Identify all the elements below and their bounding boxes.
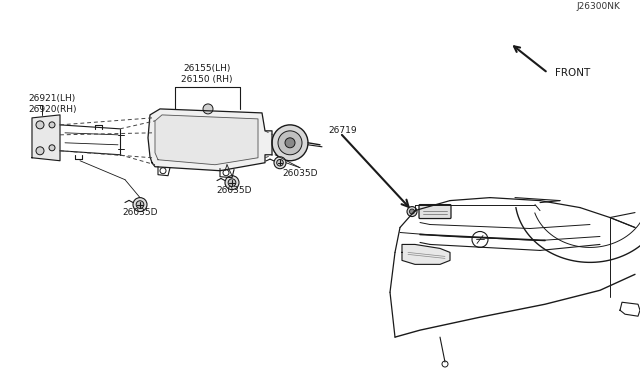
Circle shape	[223, 170, 229, 176]
Circle shape	[160, 168, 166, 174]
Polygon shape	[32, 115, 60, 161]
Text: FRONT: FRONT	[555, 68, 590, 78]
Text: 26920(RH): 26920(RH)	[28, 105, 77, 114]
Circle shape	[49, 145, 55, 151]
Circle shape	[136, 201, 144, 208]
Text: 26150 (RH): 26150 (RH)	[181, 75, 233, 84]
Polygon shape	[148, 109, 272, 171]
Text: 26921(LH): 26921(LH)	[28, 94, 76, 103]
Circle shape	[274, 157, 286, 169]
Circle shape	[36, 121, 44, 129]
Polygon shape	[155, 115, 258, 165]
Circle shape	[410, 209, 415, 214]
Circle shape	[472, 231, 488, 247]
Text: J26300NK: J26300NK	[576, 2, 620, 11]
Circle shape	[36, 147, 44, 155]
Polygon shape	[402, 244, 450, 264]
Circle shape	[203, 104, 213, 114]
Circle shape	[272, 125, 308, 161]
Circle shape	[225, 176, 239, 190]
Circle shape	[133, 198, 147, 212]
Circle shape	[278, 131, 302, 155]
Text: 26719: 26719	[328, 126, 356, 135]
Circle shape	[407, 206, 417, 217]
FancyBboxPatch shape	[419, 205, 451, 218]
Circle shape	[228, 179, 236, 186]
Text: 26035D: 26035D	[282, 169, 317, 178]
Text: 26155(LH): 26155(LH)	[183, 64, 230, 73]
Circle shape	[285, 138, 295, 148]
Text: 26035D: 26035D	[216, 186, 252, 195]
Circle shape	[276, 160, 284, 166]
Circle shape	[49, 122, 55, 128]
Circle shape	[442, 361, 448, 367]
Text: 26035D: 26035D	[122, 208, 157, 217]
